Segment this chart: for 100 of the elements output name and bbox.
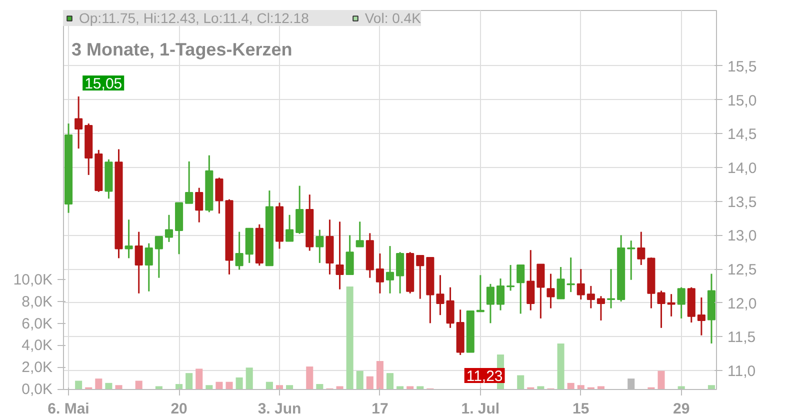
y-tick-label: 12,5 <box>728 262 757 279</box>
candlestick <box>677 286 686 320</box>
candlestick <box>235 231 244 270</box>
candlestick <box>416 254 424 300</box>
bar <box>346 286 354 390</box>
x-tick-label: 29 <box>672 400 690 418</box>
candlestick <box>215 176 224 214</box>
candlestick <box>596 295 605 322</box>
bar <box>226 382 233 390</box>
candlestick <box>336 220 344 290</box>
y2-tick-label: 6,0K <box>22 315 52 332</box>
y-tick-label: 13,5 <box>728 194 757 211</box>
bar <box>336 386 344 390</box>
bar <box>517 375 524 390</box>
y-tick-label: 12,0 <box>728 295 757 312</box>
candlestick <box>637 231 646 266</box>
bar <box>115 385 122 390</box>
y2-tick-label: 2,0K <box>22 359 52 376</box>
x-tick-label: 3. Jun <box>258 400 302 418</box>
y-tick-label: 11,0 <box>728 363 756 380</box>
bar <box>306 366 314 390</box>
bar <box>216 382 223 390</box>
candlestick <box>566 256 575 293</box>
bar <box>206 385 213 390</box>
bar <box>236 377 243 390</box>
candlestick <box>496 278 505 312</box>
candlestick <box>346 234 354 276</box>
candlestick <box>576 268 585 300</box>
bar <box>356 370 364 390</box>
y-tick-label: 11,5 <box>728 329 756 346</box>
candlestick <box>506 264 515 292</box>
bar <box>557 343 564 390</box>
text: 3 Monate, 1-Tages-Kerzen <box>72 40 292 60</box>
bar <box>406 386 414 390</box>
bar <box>396 386 404 390</box>
bar <box>135 380 142 390</box>
x-tick-label: 6. Mai <box>48 400 90 418</box>
bar <box>196 368 203 390</box>
candlestick <box>516 264 525 314</box>
bar <box>105 382 112 390</box>
y2-tick-label: 8,0K <box>22 293 52 310</box>
candlestick <box>396 251 404 294</box>
bar <box>386 373 394 390</box>
y-tick-label: 14,0 <box>728 160 757 178</box>
candlestick <box>286 214 294 242</box>
x-tick-label: 15 <box>572 400 590 418</box>
legend-label: Vol: 0.4K <box>364 10 421 26</box>
bar <box>658 370 665 390</box>
bar <box>75 380 82 390</box>
candlestick <box>657 290 666 329</box>
candlestick <box>586 285 595 310</box>
x-tick-label: 17 <box>372 400 388 418</box>
bar <box>376 361 384 390</box>
bar <box>95 378 102 390</box>
bar <box>597 386 604 390</box>
bar <box>266 382 273 390</box>
candlestick <box>74 96 83 150</box>
candlestick <box>164 214 173 243</box>
bar <box>316 384 324 390</box>
y2-tick-label: 4,0K <box>22 337 52 354</box>
y-tick-label: 14,5 <box>728 126 757 144</box>
candlestick <box>144 242 153 292</box>
candlestick <box>134 231 143 294</box>
bar <box>246 368 253 390</box>
bar <box>708 385 715 390</box>
candlestick <box>376 252 384 294</box>
bar <box>567 382 574 390</box>
candlestick <box>486 283 494 324</box>
candlestick <box>607 268 616 310</box>
y2-tick-label: 0,0K <box>22 381 52 398</box>
candlestick <box>185 160 194 204</box>
legend-label: Op:11.75, Hi:12.43, Lo:11.4, Cl:12.18 <box>79 10 309 26</box>
bar <box>537 386 544 390</box>
y2-tick-label: 10,0K <box>13 271 53 288</box>
annotation: 11,23 <box>466 368 503 385</box>
bar <box>155 386 162 390</box>
candlestick <box>124 218 133 259</box>
candlestick <box>296 185 304 235</box>
candlestick <box>446 286 454 329</box>
bar <box>366 376 374 390</box>
y-tick-label: 15,5 <box>728 58 757 76</box>
candlestick <box>436 274 444 316</box>
candlestick <box>154 236 163 279</box>
y-tick-label: 13,0 <box>728 228 757 245</box>
x-tick-label: 20 <box>170 400 188 418</box>
candlestick <box>546 273 555 310</box>
annotation: 15,05 <box>84 75 122 92</box>
candlestick <box>526 249 535 312</box>
candlestick <box>536 264 545 320</box>
bar <box>286 385 294 390</box>
x-tick-label: 1. Jul <box>461 400 500 418</box>
candlestick <box>556 266 565 300</box>
candlestick <box>356 220 364 248</box>
candlestick <box>195 187 204 224</box>
bar <box>416 386 424 390</box>
bar <box>186 373 193 390</box>
candlestick <box>627 240 636 281</box>
candlestick <box>316 229 324 264</box>
y-tick-label: 15,0 <box>728 92 757 110</box>
candlestick <box>697 296 706 336</box>
